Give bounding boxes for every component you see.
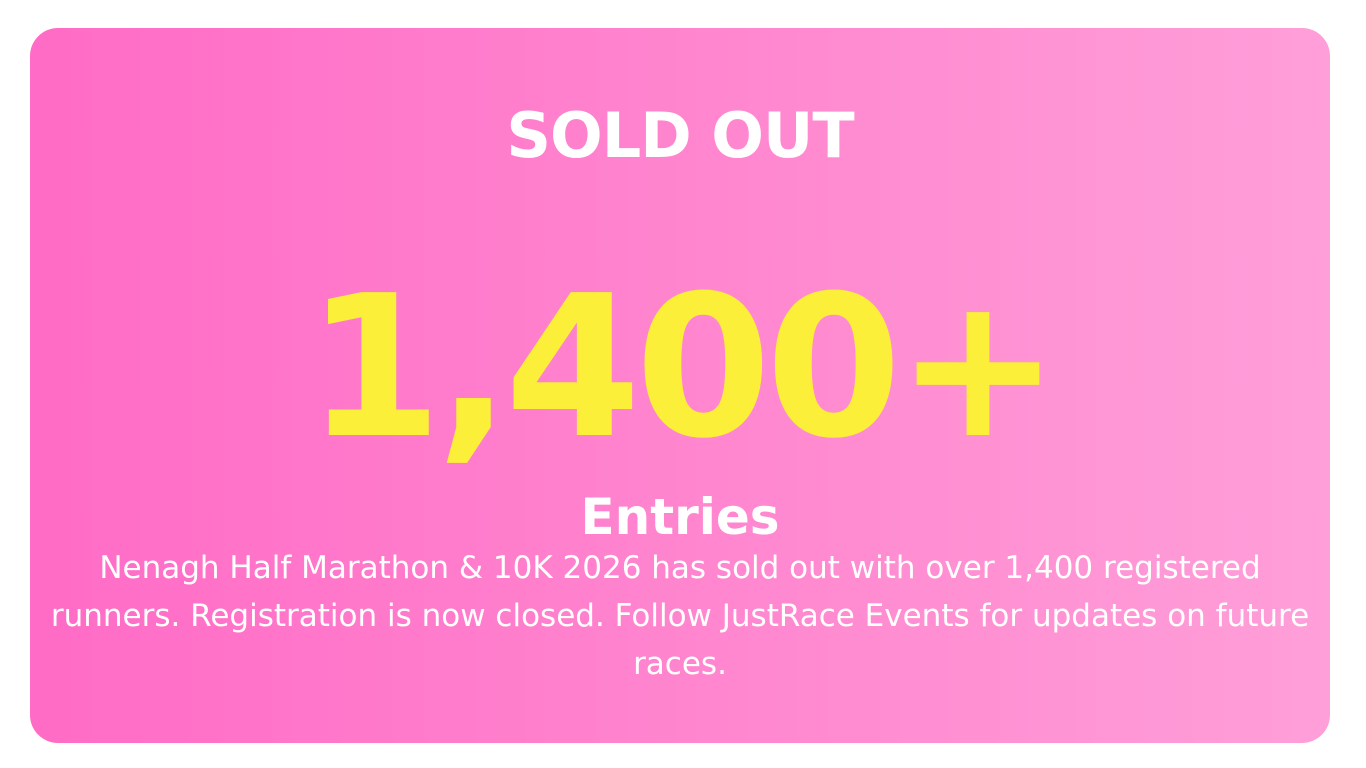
sold-out-card: SOLD OUT 1,400+ Entries Nenagh Half Mara… [30,28,1330,743]
count-label: Entries [580,488,780,546]
description: Nenagh Half Marathon & 10K 2026 has sold… [50,550,1310,682]
entry-count: 1,400+ [305,254,1060,482]
status-heading: SOLD OUT [506,99,854,172]
